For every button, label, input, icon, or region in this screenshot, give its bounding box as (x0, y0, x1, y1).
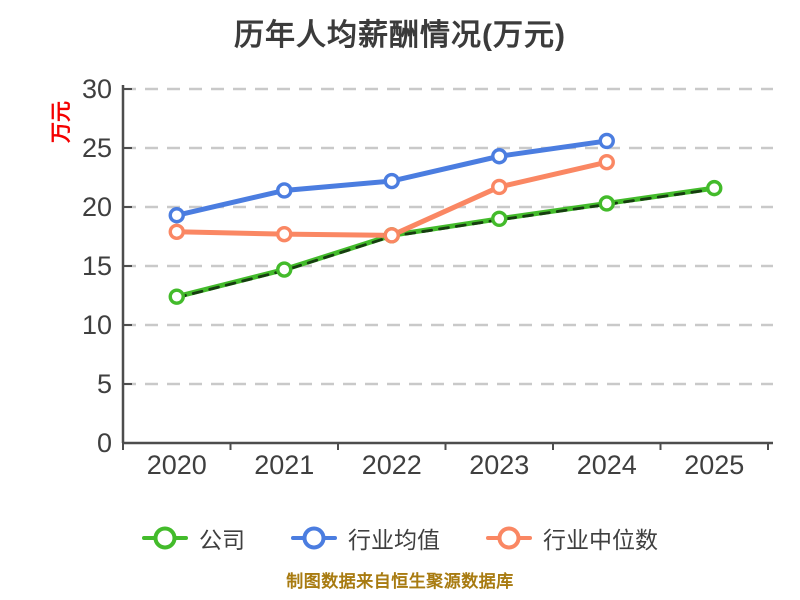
legend-line-swatch (291, 526, 337, 550)
data-point-marker-1 (491, 148, 508, 165)
legend-label: 行业中位数 (543, 527, 658, 553)
data-source-caption: 制图数据来自恒生聚源数据库 (286, 572, 514, 591)
data-point-marker-1 (276, 182, 293, 199)
legend-label: 行业均值 (348, 527, 440, 553)
data-point-marker-2 (491, 178, 508, 196)
data-point-marker-0 (168, 288, 185, 305)
x-tick-label: 2024 (577, 450, 637, 480)
data-point-marker-2 (598, 153, 615, 171)
x-tick-label: 2022 (362, 450, 422, 480)
series-line-0-dash-overlay (175, 187, 716, 300)
y-tick-label: 0 (97, 428, 112, 458)
y-tick-label: 10 (82, 310, 112, 340)
data-point-marker-2 (168, 223, 185, 240)
legend-item-industry-median: 行业中位数 (486, 521, 658, 555)
legend-item-industry-mean: 行业均值 (291, 521, 440, 555)
legend-line-swatch (142, 526, 188, 550)
data-point-marker-1 (168, 207, 185, 224)
open-circle-marker-icon (302, 526, 326, 550)
chart-title: 历年人均薪酬情况(万元) (234, 19, 566, 52)
y-tick-label: 5 (97, 369, 112, 399)
legend-line-swatch (486, 526, 532, 550)
data-point-marker-1 (598, 132, 615, 150)
y-tick-label: 15 (82, 251, 112, 281)
x-tick-label: 2025 (684, 450, 744, 480)
y-tick-label: 25 (82, 133, 112, 163)
open-circle-marker-icon (153, 526, 177, 550)
legend: 公司 行业均值 行业中位数 (0, 522, 800, 554)
data-point-marker-0 (598, 195, 615, 212)
x-tick-label: 2020 (147, 450, 207, 480)
y-tick-label: 20 (82, 192, 112, 222)
data-point-marker-0 (276, 261, 293, 278)
data-point-marker-0 (706, 179, 723, 197)
data-point-marker-0 (491, 210, 508, 228)
x-tick-label: 2023 (469, 450, 529, 480)
y-tick-label: 30 (82, 74, 112, 104)
x-tick-label: 2021 (254, 450, 314, 480)
legend-label: 公司 (199, 527, 245, 553)
data-point-marker-2 (383, 227, 400, 244)
data-point-marker-2 (276, 225, 293, 243)
legend-item-company: 公司 (142, 521, 245, 555)
open-circle-marker-icon (497, 526, 521, 550)
data-point-marker-1 (383, 172, 400, 190)
series-line-0 (174, 185, 717, 300)
